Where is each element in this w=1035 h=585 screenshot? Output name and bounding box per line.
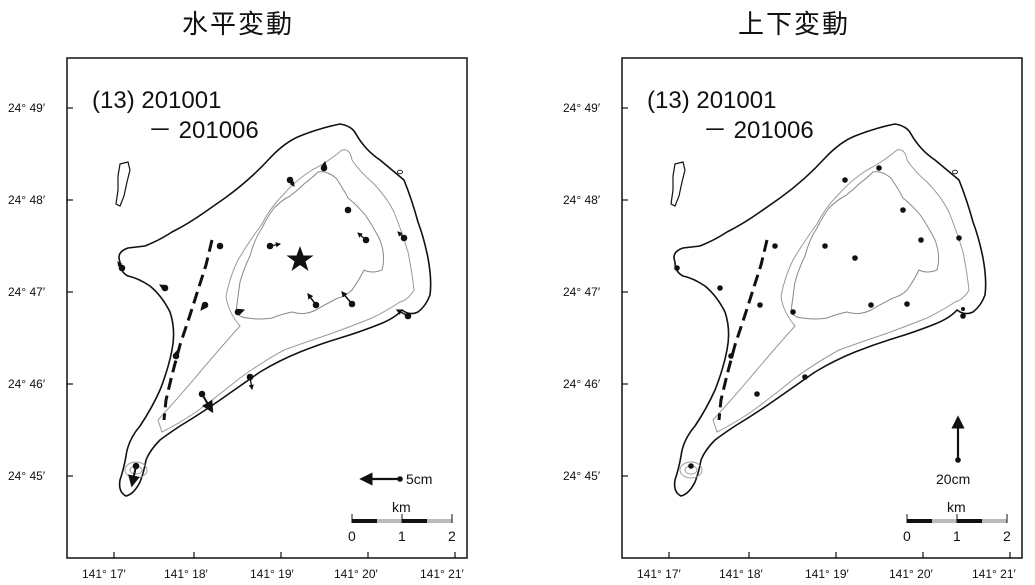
lat-label: 24° 45′ xyxy=(8,469,46,483)
lat-label: 24° 46′ xyxy=(563,377,601,391)
scale-bar-tick: 2 xyxy=(1003,528,1011,544)
horizontal-panel-title: 水平変動 xyxy=(182,10,295,40)
map-frame xyxy=(621,57,1023,559)
map-frame xyxy=(66,57,468,559)
lat-label: 24° 48′ xyxy=(8,193,46,207)
lat-label: 24° 47′ xyxy=(563,285,601,299)
period-label-line2: － 201006 xyxy=(148,117,259,144)
scale-bar-unit: km xyxy=(392,499,411,515)
lat-label: 24° 45′ xyxy=(563,469,601,483)
lat-label: 24° 46′ xyxy=(8,377,46,391)
lon-label: 141° 18′ xyxy=(719,567,764,581)
lat-label: 24° 49′ xyxy=(563,101,601,115)
period-label-line2: － 201006 xyxy=(703,117,814,144)
scale-arrow: 5cm xyxy=(359,471,432,487)
period-label-line1: (13) 201001 xyxy=(92,87,221,114)
lon-label: 141° 20′ xyxy=(889,567,934,581)
lat-label: 24° 47′ xyxy=(8,285,46,299)
km-scale-bar: km 0 1 2 xyxy=(348,499,456,544)
lat-label: 24° 49′ xyxy=(8,101,46,115)
horizontal-map-panel: 24° 49′ 24° 48′ 24° 47′ 24° 46′ 24° 45′ … xyxy=(8,57,468,581)
vertical-panel-title: 上下変動 xyxy=(738,10,851,40)
horizontal-displacement-vectors xyxy=(117,160,412,488)
scale-bar-tick: 2 xyxy=(448,528,456,544)
scale-arrow-label: 5cm xyxy=(406,471,432,487)
lon-label: 141° 20′ xyxy=(334,567,379,581)
island-outline xyxy=(114,122,433,498)
lon-label: 141° 19′ xyxy=(250,567,295,581)
scale-bar-tick: 1 xyxy=(953,528,961,544)
scale-bar-tick: 0 xyxy=(903,528,911,544)
lon-label: 141° 19′ xyxy=(805,567,850,581)
lon-label: 141° 21′ xyxy=(972,567,1017,581)
lon-label: 141° 17′ xyxy=(82,567,127,581)
period-label-line1: (13) 201001 xyxy=(647,87,776,114)
scale-bar-tick: 0 xyxy=(348,528,356,544)
scale-arrow: 20cm xyxy=(936,415,970,487)
lat-label: 24° 48′ xyxy=(563,193,601,207)
vertical-map-panel: 24° 49′ 24° 48′ 24° 47′ 24° 46′ 24° 45′ … xyxy=(563,57,1023,581)
star-marker xyxy=(286,246,314,271)
lon-label: 141° 21′ xyxy=(420,567,465,581)
lon-label: 141° 18′ xyxy=(164,567,209,581)
lon-label: 141° 17′ xyxy=(637,567,682,581)
scale-bar-unit: km xyxy=(947,499,966,515)
km-scale-bar: km 0 1 2 xyxy=(903,499,1011,544)
island-outline xyxy=(669,122,988,498)
scale-arrow-label: 20cm xyxy=(936,471,970,487)
scale-bar-tick: 1 xyxy=(398,528,406,544)
vertical-station-points xyxy=(674,165,966,469)
